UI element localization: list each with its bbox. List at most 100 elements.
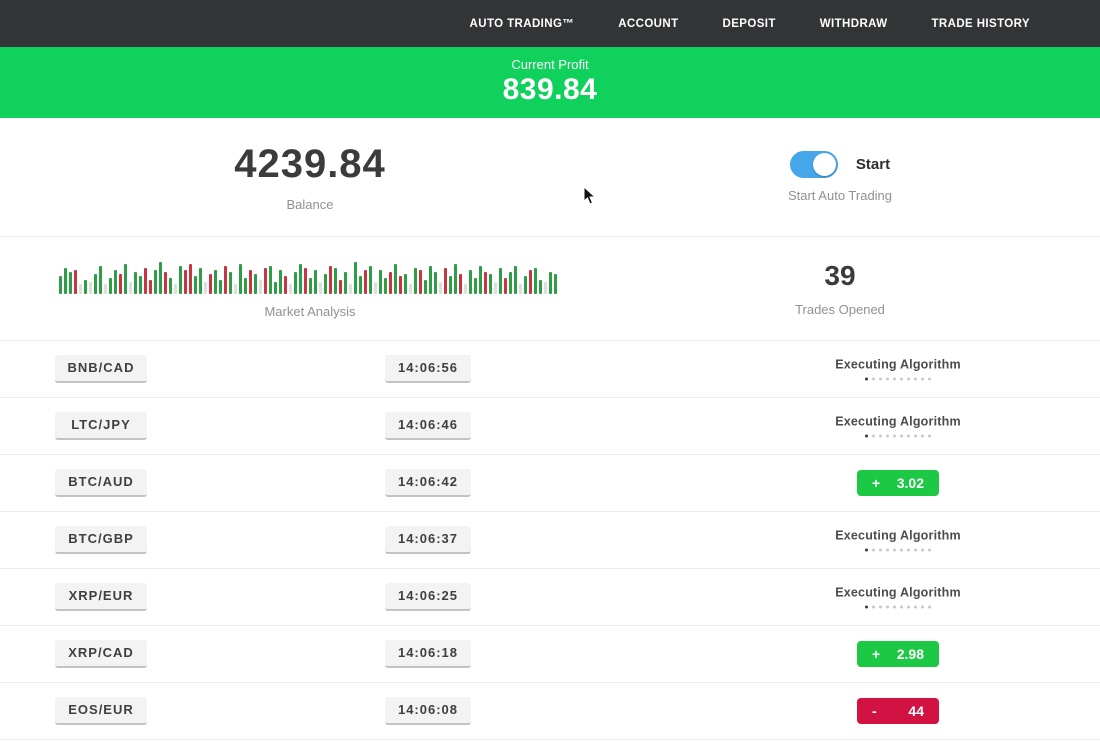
- loading-dot: [900, 434, 903, 438]
- market-bar: [74, 270, 77, 294]
- auto-trading-caption: Start Auto Trading: [787, 188, 893, 203]
- loading-dot: [928, 377, 931, 381]
- pair-badge: XRP/EUR: [55, 583, 147, 611]
- result-sign: +: [872, 646, 881, 662]
- market-bar: [164, 272, 167, 294]
- result-value: 2.98: [896, 646, 924, 662]
- market-bar: [469, 270, 472, 294]
- market-bar: [84, 280, 87, 294]
- market-bar: [459, 274, 462, 294]
- pair-badge: LTC/JPY: [55, 412, 147, 440]
- market-bar: [89, 282, 92, 294]
- market-analysis-label: Market Analysis: [264, 304, 356, 319]
- auto-trading-toggle[interactable]: [789, 151, 838, 178]
- result-value: 3.02: [896, 475, 924, 491]
- trade-status-cell: Executing Algorithm: [798, 358, 998, 381]
- current-profit-label: Current Profit: [511, 57, 589, 72]
- market-bar: [264, 268, 267, 294]
- loading-dot: [900, 605, 903, 609]
- loading-dot: [879, 377, 882, 381]
- market-bar: [254, 274, 257, 294]
- market-bar: [274, 282, 277, 294]
- loading-dot: [907, 548, 910, 552]
- market-bar: [249, 270, 252, 294]
- market-bar: [449, 276, 452, 294]
- market-bar: [454, 264, 457, 294]
- loading-dots: [865, 377, 931, 381]
- loading-dot: [865, 377, 868, 381]
- market-bar: [69, 272, 72, 294]
- result-sign: +: [872, 475, 881, 491]
- loading-dot: [921, 377, 924, 381]
- market-bar: [374, 282, 377, 294]
- trade-status-cell: +2.98: [798, 641, 998, 667]
- market-bar: [499, 268, 502, 294]
- market-bar: [159, 262, 162, 294]
- trade-result-badge: +2.98: [857, 641, 939, 667]
- market-bar: [529, 270, 532, 294]
- market-bar: [199, 268, 202, 294]
- trade-row: EOS/EUR 14:06:08 - 44: [0, 683, 1100, 740]
- market-bar: [439, 282, 442, 294]
- market-bar: [179, 266, 182, 294]
- loading-dot: [907, 434, 910, 438]
- time-badge: 14:06:37: [385, 526, 471, 554]
- market-bar: [539, 280, 542, 294]
- trade-row: BTC/AUD 14:06:42 +3.02: [0, 455, 1100, 512]
- loading-dot: [914, 605, 917, 609]
- market-bar: [334, 268, 337, 294]
- market-bar: [219, 280, 222, 294]
- executing-algorithm-label: Executing Algorithm: [835, 528, 961, 543]
- market-bar: [234, 284, 237, 294]
- market-bar: [109, 278, 112, 294]
- loading-dot: [907, 605, 910, 609]
- loading-dot: [865, 605, 868, 609]
- market-bar: [94, 274, 97, 294]
- loading-dot: [865, 548, 868, 552]
- market-bar: [379, 270, 382, 294]
- market-bar: [474, 278, 477, 294]
- loading-dot: [865, 434, 868, 438]
- market-bar: [149, 280, 152, 294]
- market-bar: [384, 278, 387, 294]
- market-bar: [489, 274, 492, 294]
- market-bar: [434, 272, 437, 294]
- loading-dot: [921, 548, 924, 552]
- market-bar: [504, 278, 507, 294]
- market-bar: [389, 272, 392, 294]
- loading-dot: [893, 377, 896, 381]
- market-bar: [509, 272, 512, 294]
- market-bar: [364, 270, 367, 294]
- market-bar: [269, 266, 272, 294]
- market-bar: [64, 268, 67, 294]
- time-badge: 14:06:25: [385, 583, 471, 611]
- nav-item[interactable]: WITHDRAW: [819, 17, 888, 30]
- market-bar: [419, 270, 422, 294]
- market-bar: [229, 272, 232, 294]
- nav-item[interactable]: AUTO TRADING™: [469, 17, 575, 30]
- loading-dot: [879, 605, 882, 609]
- market-bar: [339, 280, 342, 294]
- time-badge: 14:06:18: [385, 640, 471, 668]
- market-bar: [289, 284, 292, 294]
- balance-label: Balance: [286, 197, 334, 212]
- nav-item[interactable]: DEPOSIT: [722, 17, 776, 30]
- market-bar: [114, 270, 117, 294]
- market-bar: [359, 276, 362, 294]
- time-badge: 14:06:46: [385, 412, 471, 440]
- market-bar: [444, 268, 447, 294]
- market-bar: [59, 276, 62, 294]
- loading-dot: [928, 434, 931, 438]
- loading-dot: [928, 605, 931, 609]
- loading-dot: [879, 548, 882, 552]
- market-bar: [299, 264, 302, 294]
- loading-dot: [893, 548, 896, 552]
- current-profit-value: 839.84: [502, 73, 598, 106]
- loading-dot: [872, 434, 875, 438]
- loading-dot: [872, 605, 875, 609]
- trade-status-cell: Executing Algorithm: [798, 586, 998, 609]
- nav-item[interactable]: TRADE HISTORY: [931, 17, 1030, 30]
- loading-dot: [886, 548, 889, 552]
- market-bar: [279, 270, 282, 294]
- nav-item[interactable]: ACCOUNT: [618, 17, 679, 30]
